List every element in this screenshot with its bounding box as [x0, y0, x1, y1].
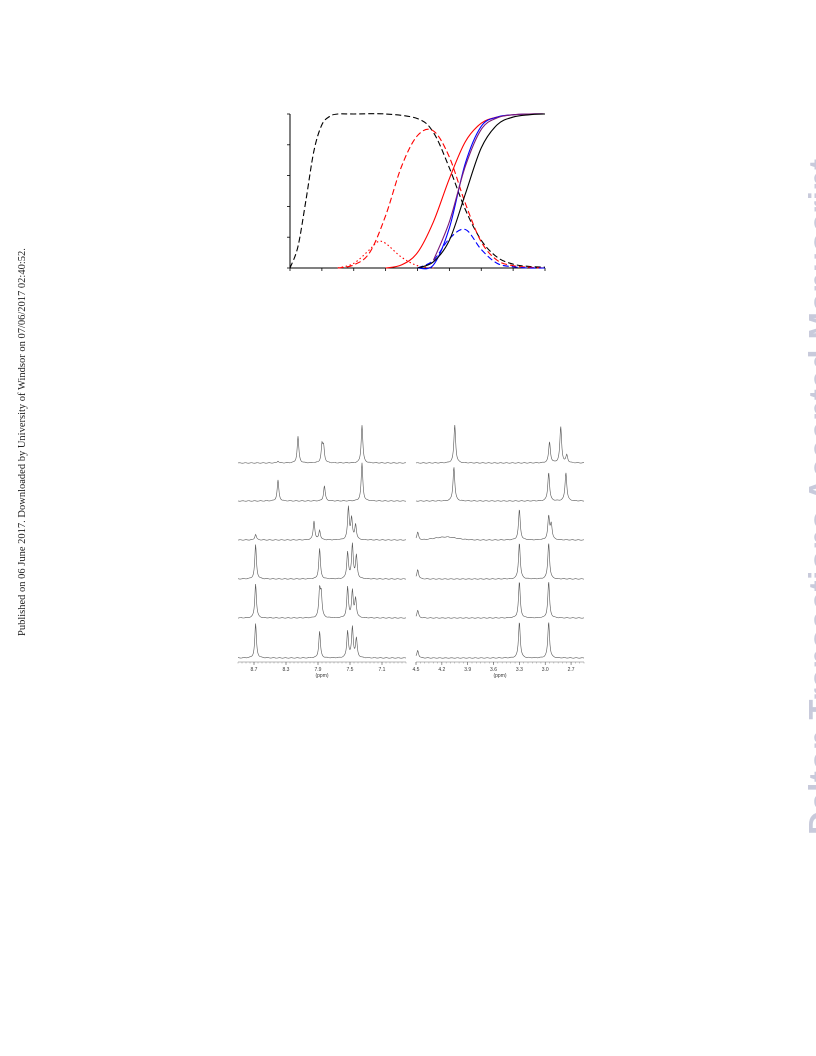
ppm-tick-label: 4.2 — [438, 667, 445, 673]
ppm-tick-label: 3.9 — [464, 667, 471, 673]
series-line-2 — [337, 128, 546, 269]
ppm-tick-label: 4.5 — [413, 667, 420, 673]
aromatic-region-panel: 8.7 8.3 7.9 7.5 7.1 — [237, 425, 407, 673]
series-line-5 — [385, 113, 546, 269]
nmr-spectra-figure: (ppm) (ppm) 8.7 8.3 7.9 7.5 7.1 4.5 4.2 3.9 3.6 3… — [237, 425, 585, 679]
ppm-tick-label: 3.0 — [542, 667, 549, 673]
right-axis-label: (ppm) — [493, 673, 506, 679]
ppm-tick-label: 3.6 — [490, 667, 497, 673]
nmr-spectrum-trace — [415, 582, 585, 619]
nmr-spectrum-trace — [415, 467, 585, 502]
publication-note: Published on 06 June 2017. Downloaded by… — [5, 240, 28, 640]
nmr-spectrum-trace — [237, 623, 407, 659]
nmr-spectrum-trace — [415, 425, 585, 464]
nmr-spectrum-trace — [237, 425, 407, 464]
publication-note-text: Published on 06 June 2017. Downloaded by… — [17, 248, 28, 636]
watermark-text: Dalton Transactions Accepted Manuscript — [802, 158, 816, 835]
series-line-3 — [337, 240, 434, 269]
series-line-7 — [432, 113, 546, 261]
nmr-spectrum-trace — [237, 583, 407, 619]
nmr-spectrum-trace — [237, 542, 407, 580]
ppm-tick-label: 8.7 — [251, 667, 258, 673]
ppm-tick-label: 7.9 — [315, 667, 322, 673]
nmr-spectrum-trace — [237, 505, 407, 541]
nmr-spectrum-trace — [415, 543, 585, 580]
watermark: Dalton Transactions Accepted Manuscript — [768, 158, 816, 840]
nmr-spectrum-trace — [415, 509, 585, 541]
nmr-spectrum-trace — [415, 622, 585, 659]
aliphatic-region-panel: 4.5 4.2 3.9 3.6 3.3 3.0 2.7 — [413, 425, 585, 673]
ppm-tick-label: 3.3 — [516, 667, 523, 673]
series-line-4 — [417, 228, 546, 269]
ppm-tick-label: 7.1 — [379, 667, 386, 673]
species-distribution-chart — [287, 113, 546, 271]
nmr-spectrum-trace — [237, 462, 407, 502]
left-axis-label: (ppm) — [315, 673, 328, 679]
ppm-tick-label: 7.5 — [347, 667, 354, 673]
series-line-1 — [289, 113, 546, 269]
series-line-8 — [417, 113, 546, 269]
ppm-tick-label: 8.3 — [283, 667, 290, 673]
ppm-tick-label: 2.7 — [568, 667, 575, 673]
